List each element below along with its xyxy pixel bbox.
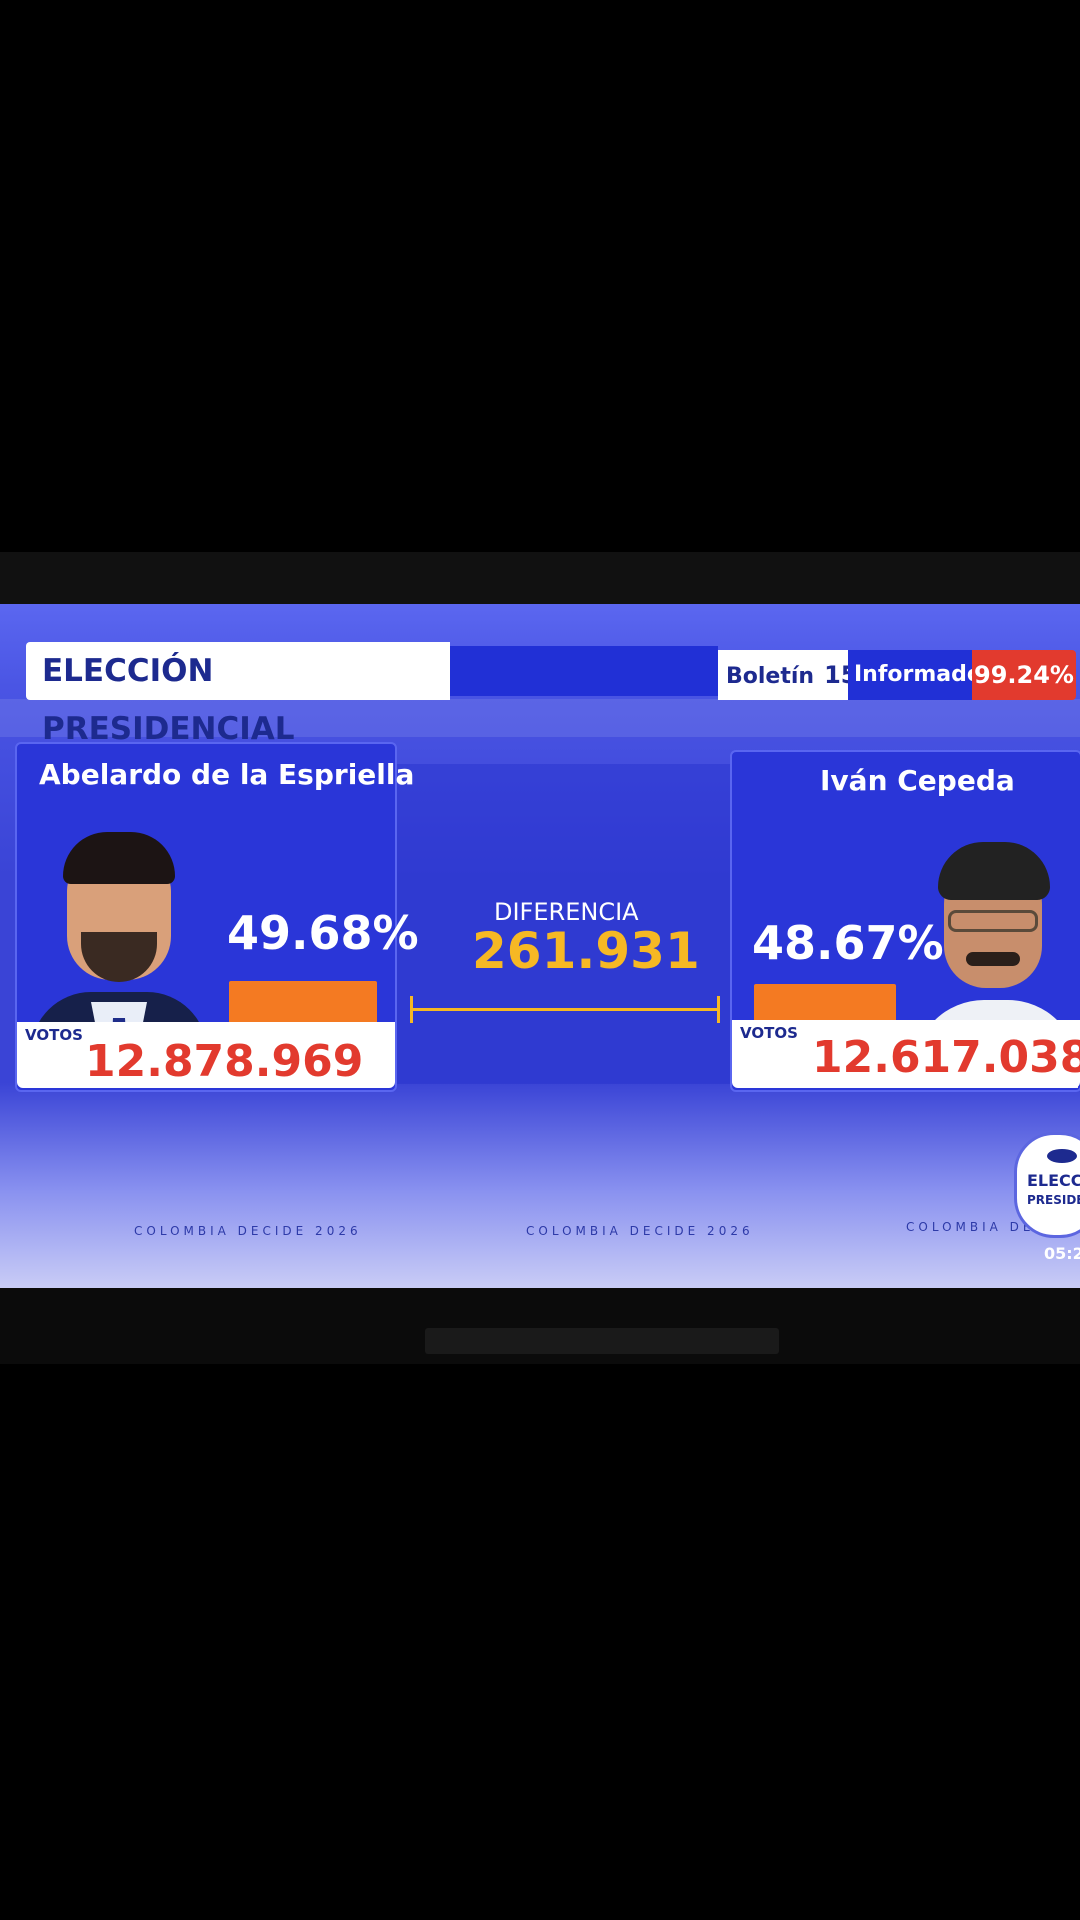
footer-slogan: COLOMBIA DECIDE 2026 [134, 1224, 362, 1238]
tv-stand [425, 1328, 779, 1354]
header-filler [450, 646, 718, 696]
logo-line1: ELECCI [1027, 1171, 1080, 1190]
boletin-label: Boletín [726, 664, 815, 689]
page-title: ELECCIÓN PRESIDENCIAL [26, 642, 450, 747]
building-backdrop [0, 699, 1080, 737]
footer-slogan: COLOMBIA DECIDE 2026 [526, 1224, 754, 1238]
difference-panel: DIFERENCIA 261.931 [394, 764, 730, 1084]
candidate-card-left: Abelardo de la Espriella 49.68% VOTOS 12… [15, 742, 419, 1092]
informado-percentage: 99.24% [972, 650, 1076, 700]
difference-value: 261.931 [472, 922, 700, 980]
votes-label: VOTOS [25, 1026, 83, 1044]
candidate-name: Iván Cepeda [820, 764, 1015, 797]
candidate-card-right: Iván Cepeda 48.67% VOTOS 12.617.038 [730, 750, 1080, 1092]
votes-box: VOTOS 12.878.969 [17, 1022, 395, 1088]
tv-screen: ELECCIÓN PRESIDENCIAL Boletín 15 Informad… [0, 604, 1080, 1288]
informado-label: Informado [848, 650, 982, 700]
difference-range-line [410, 996, 720, 1023]
votes-count: 12.617.038 [812, 1032, 1080, 1083]
logo-line2: PRESIDEN [1027, 1193, 1080, 1207]
votes-label: VOTOS [740, 1024, 798, 1042]
candidate-name: Abelardo de la Espriella [39, 758, 415, 791]
votes-count: 12.878.969 [85, 1036, 364, 1087]
candidate-percentage: 49.68% [227, 906, 419, 960]
clock: 05:21 [1044, 1244, 1080, 1263]
footer-slogan: COLOMBIA DE [906, 1220, 1035, 1234]
candidate-percentage: 48.67% [752, 916, 944, 970]
channel-logo: ELECCI PRESIDEN [1014, 1132, 1080, 1238]
difference-label: DIFERENCIA [494, 898, 639, 926]
tv-bezel-top [0, 552, 1080, 604]
votes-box: VOTOS 12.617.038 [732, 1020, 1080, 1088]
boletin-badge: Boletín 15 [718, 650, 857, 700]
eye-icon [1047, 1149, 1077, 1163]
